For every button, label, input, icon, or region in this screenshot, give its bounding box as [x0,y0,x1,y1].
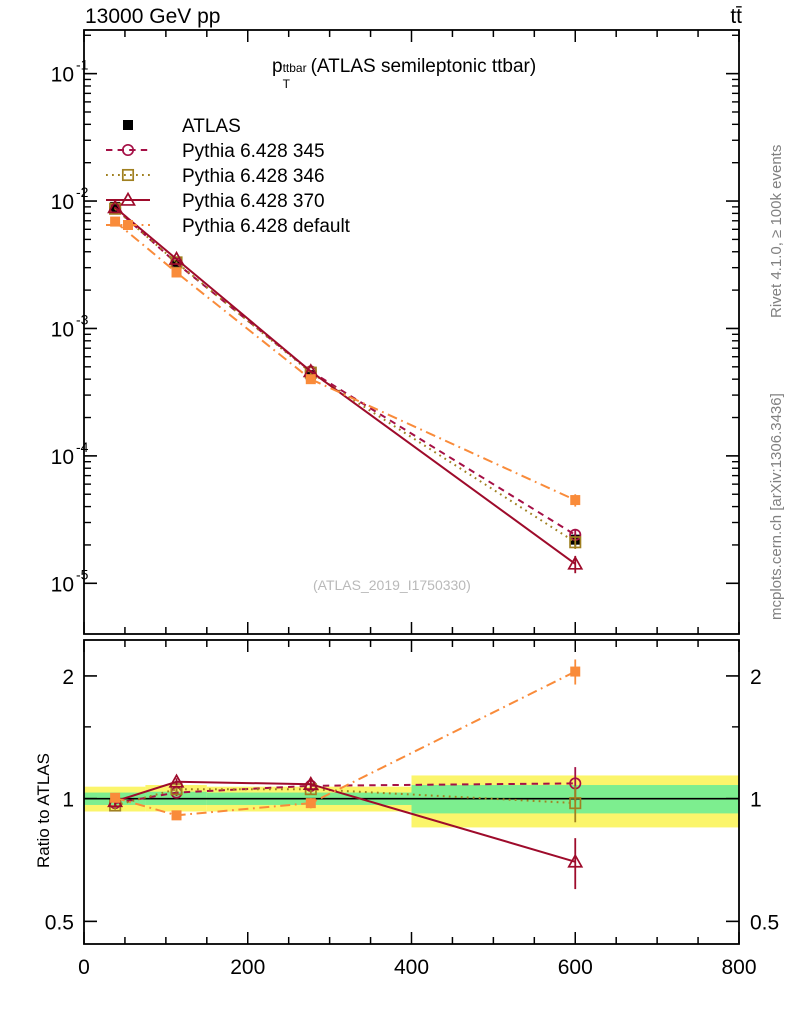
marker-filled-square [123,220,133,230]
legend-label-0[interactable]: ATLAS [182,116,241,137]
ratio-series-line [114,670,576,817]
marker-open-square [569,797,582,810]
marker-open-triangle [168,250,185,265]
x-tick-label: 800 [721,956,756,979]
y-tick-label: 10 [51,191,74,214]
marker-open-triangle [567,555,584,570]
y-tick-label: 10 [51,573,74,596]
marker-filled-square [123,120,133,130]
y-tick-label: 10 [51,64,74,87]
legend-label-2[interactable]: Pythia 6.428 346 [182,166,325,187]
ratio-y-tick-label-right: 1 [750,789,762,812]
y-tick-label-exponent: -2 [76,184,89,200]
marker-open-square [569,536,582,549]
y-tick-label-exponent: -4 [76,439,89,455]
marker-filled-square [171,810,182,821]
y-tick-label-exponent: -5 [76,566,89,582]
y-tick-label: 10 [51,318,74,341]
title-pt-symbol: p [272,56,283,77]
legend-label-1[interactable]: Pythia 6.428 345 [182,141,325,162]
x-tick-label: 600 [558,956,593,979]
ratio-y-tick-label-right: 0.5 [750,911,779,934]
title-rest: (ATLAS semileptonic ttbar) [310,56,537,77]
ratio-y-tick-label: 1 [62,789,74,812]
y-tick-label-exponent: -1 [76,57,89,73]
header-process-label: tt̄ [730,5,742,28]
marker-filled-square [570,666,581,677]
marker-filled-square [171,267,182,278]
marker-filled-square [171,259,182,270]
marker-filled-square [570,495,581,506]
ratio-series-line [114,788,576,807]
y-tick-label-exponent: -3 [76,311,89,327]
ratio-y-tick-label: 0.5 [45,911,74,934]
main-series-line [114,208,576,544]
marker-filled-square [110,792,121,803]
marker-open-triangle [168,773,185,788]
marker-filled-square [110,216,121,227]
x-tick-label: 200 [230,956,265,979]
legend-label-3[interactable]: Pythia 6.428 370 [182,191,325,212]
ratio-y-tick-label: 2 [62,666,74,689]
analysis-id-watermark: (ATLAS_2019_I1750330) [313,577,471,593]
marker-filled-square [305,798,316,809]
marker-open-circle [121,143,135,157]
marker-open-triangle [567,853,584,868]
x-tick-label: 400 [394,956,429,979]
ratio-series-line [114,780,576,863]
y-tick-label: 10 [51,446,74,469]
ratio-y-tick-label-right: 2 [750,666,762,689]
main-series-line [114,206,576,565]
main-series-line [114,207,576,536]
marker-open-triangle [120,191,136,206]
title-superscript: ttbar [282,61,307,75]
title-subscript: T [282,77,290,91]
marker-open-square [121,168,135,182]
plot-title: p ttbar T (ATLAS semileptonic ttbar) [272,56,537,91]
x-tick-label: 0 [78,956,90,979]
marker-open-triangle [107,199,124,214]
header-beam-label: 13000 GeV pp [85,5,221,28]
legend-label-4[interactable]: Pythia 6.428 default [182,216,351,237]
main-series-line [114,220,576,502]
marker-open-triangle [302,775,319,790]
ratio-series-line [114,782,576,805]
marker-filled-square [305,374,316,385]
